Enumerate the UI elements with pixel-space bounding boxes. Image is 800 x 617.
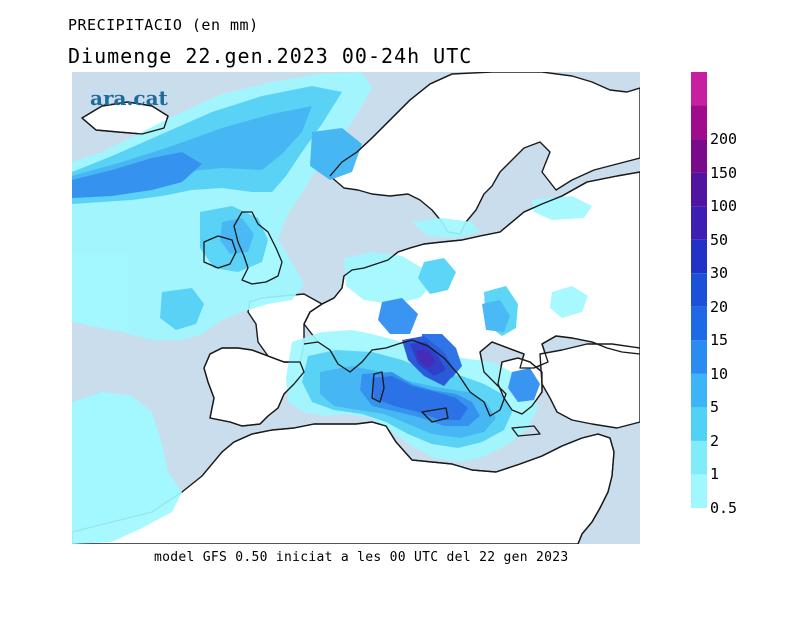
legend-label-50: 50 [710,230,729,249]
legend-swatch-20 [691,273,707,307]
legend-label-10: 10 [710,364,729,383]
legend-swatch-top [691,72,707,106]
legend-swatch-1 [691,440,707,475]
legend-swatch-5 [691,373,707,408]
precipitation-map [72,72,640,544]
legend-label-30: 30 [710,264,729,283]
legend-swatch-30 [691,239,707,274]
map-title: PRECIPITACIO (en mm) [68,16,259,34]
legend-swatch-100 [691,172,707,207]
legend-swatch-0.5 [691,474,707,508]
legend-swatch-200 [691,105,707,140]
legend-swatch-2 [691,407,707,441]
legend-label-0.5: 0.5 [710,499,738,517]
ara-cat-logo: ara.cat [90,86,168,110]
legend-label-100: 100 [710,197,738,216]
anatolia-land [539,343,640,429]
legend-label-1: 1 [710,465,720,484]
legend-swatch-10 [691,340,707,374]
precipitation-legend-bar [691,72,707,508]
legend-label-15: 15 [710,331,729,350]
precipitation-overlay [72,72,592,544]
legend-label-20: 20 [710,297,729,316]
legend-label-200: 200 [710,130,738,149]
legend-swatch-15 [691,306,707,341]
model-info-footer: model GFS 0.50 iniciat a les 00 UTC del … [154,550,569,565]
legend-label-150: 150 [710,163,738,182]
legend-swatch-150 [691,139,707,173]
coastlines [81,73,640,544]
map-subtitle: Diumenge 22.gen.2023 00-24h UTC [68,44,473,68]
legend-swatch-50 [691,206,707,240]
legend-label-5: 5 [710,398,720,417]
legend-label-2: 2 [710,431,720,450]
